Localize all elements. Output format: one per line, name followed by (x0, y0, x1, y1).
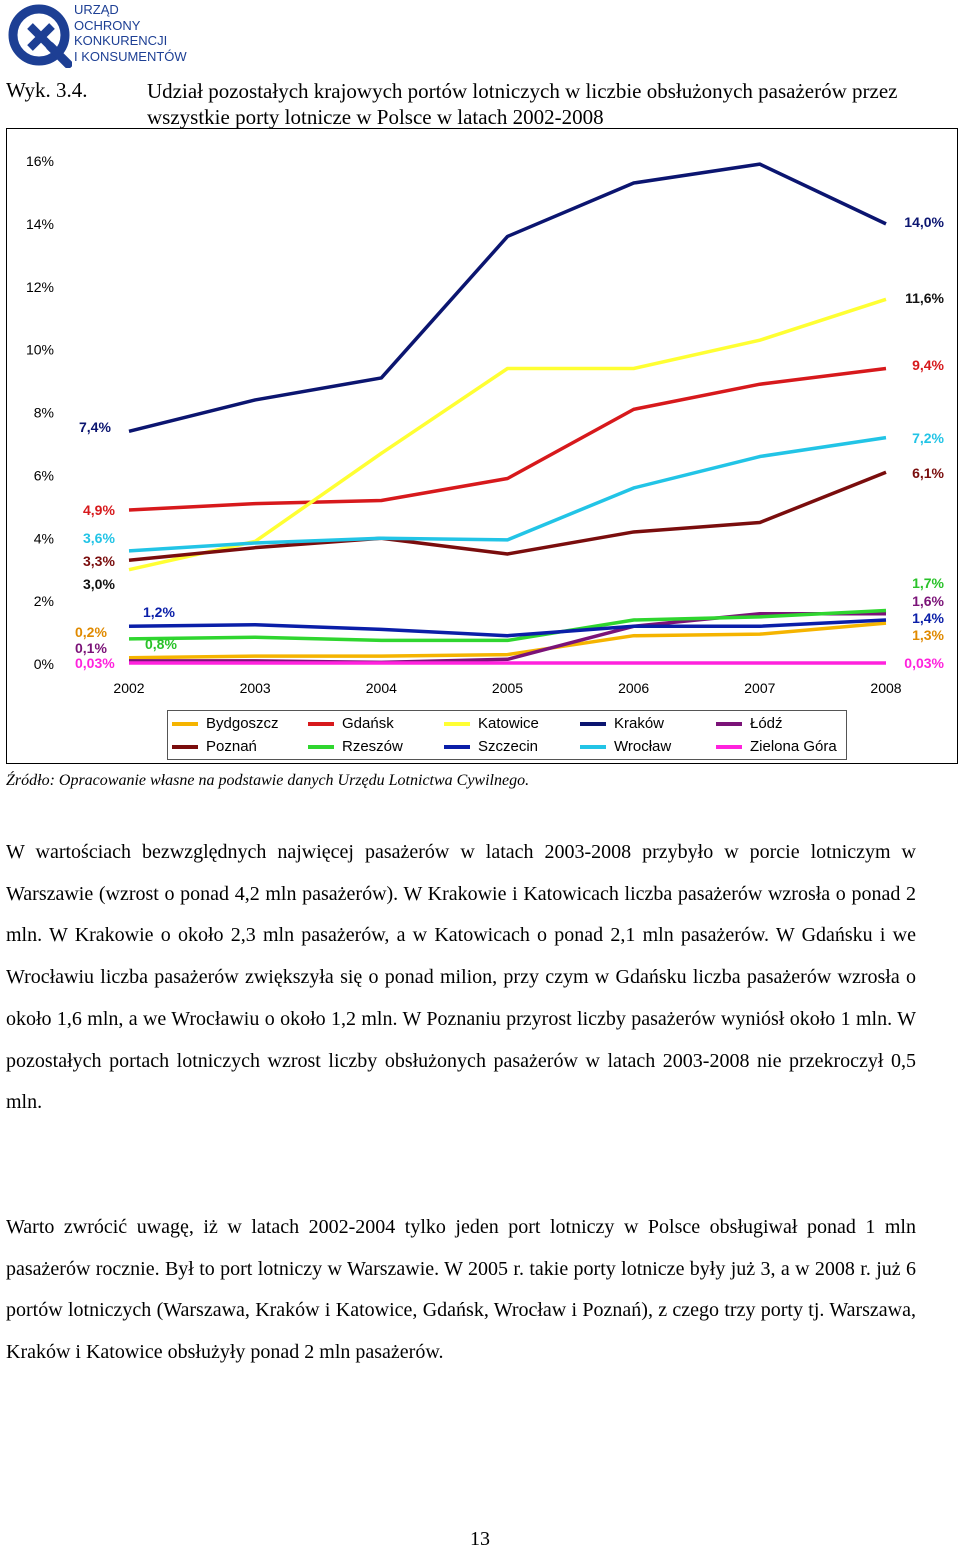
line-chart: 0% 2% 4% 6% 8% 10% 12% 14% 16% 2002 2003 2004 2005 20… (26, 153, 945, 696)
x-tick-label: 2008 (870, 680, 901, 696)
x-tick-label: 2004 (366, 680, 397, 696)
series-line-łódź (129, 611, 886, 665)
legend-item: Łódź (716, 714, 783, 734)
legend-label: Wrocław (614, 738, 672, 755)
data-label: 0,03% (904, 655, 944, 671)
legend-item: Szczecin (444, 737, 538, 757)
legend-swatch (580, 722, 606, 727)
data-label: 7,4% (79, 419, 111, 435)
y-tick-label: 14% (26, 216, 54, 232)
legend-label: Gdańsk (342, 715, 394, 732)
x-tick-label: 2005 (492, 680, 523, 696)
y-tick-label: 8% (34, 405, 54, 421)
legend-swatch (444, 745, 470, 750)
legend-item: Kraków (580, 714, 664, 734)
legend-label: Poznań (206, 738, 257, 755)
legend-swatch (172, 722, 198, 727)
data-label: 11,6% (905, 290, 944, 306)
legend-label: Katowice (478, 715, 539, 732)
data-label: 7,2% (912, 430, 944, 446)
series-line-poznań (128, 470, 887, 562)
y-tick-label: 0% (34, 656, 54, 672)
data-label: 1,2% (143, 604, 175, 620)
chart-legend: Bydgoszcz Gdańsk Katowice Kraków Łódź Poznań R… (167, 710, 847, 760)
data-label: 0,1% (75, 640, 107, 656)
page-number: 13 (470, 1528, 490, 1550)
uokik-logo-icon (8, 4, 72, 68)
figure-title: Udział pozostałych krajowych portów lotn… (147, 79, 898, 129)
data-label: 0,2% (75, 624, 107, 640)
figure-source: Źródło: Opracowanie własne na podstawie … (6, 772, 530, 789)
legend-item: Katowice (444, 714, 539, 734)
figure-label: Wyk. 3.4. (6, 78, 88, 102)
legend-swatch (580, 745, 606, 750)
legend-item: Rzeszów (308, 737, 403, 757)
logo-line: URZĄD (74, 2, 119, 17)
data-label: 3,3% (83, 553, 115, 569)
y-tick-label: 6% (34, 467, 54, 483)
y-tick-label: 2% (34, 593, 54, 609)
legend-label: Zielona Góra (750, 738, 837, 755)
uokik-logo: URZĄD OCHRONY KONKURENCJI I KONSUMENTÓW (6, 2, 206, 68)
y-tick-label: 16% (26, 153, 54, 169)
legend-swatch (308, 745, 334, 750)
legend-swatch (716, 722, 742, 727)
x-tick-label: 2006 (618, 680, 649, 696)
logo-line: OCHRONY (74, 17, 141, 33)
logo-line: KONKURENCJI (74, 33, 168, 48)
series-line-katowice (128, 297, 887, 572)
legend-item: Gdańsk (308, 714, 394, 734)
legend-label: Rzeszów (342, 738, 403, 755)
legend-swatch (172, 745, 198, 750)
legend-item: Bydgoszcz (172, 714, 279, 734)
data-label: 9,4% (912, 357, 944, 373)
data-label: 3,6% (83, 530, 115, 546)
series-line-kraków (128, 162, 887, 434)
series-line-gdańsk (128, 366, 887, 512)
series-line-rzeszów (128, 608, 887, 643)
legend-item: Zielona Góra (716, 737, 837, 757)
x-tick-label: 2003 (240, 680, 271, 696)
series-line-szczecin (128, 618, 887, 638)
legend-label: Szczecin (478, 738, 539, 755)
data-label: 0,8% (145, 636, 177, 652)
legend-label: Łódź (750, 715, 783, 732)
legend-swatch (716, 745, 742, 750)
x-tick-label: 2002 (113, 680, 144, 696)
x-tick-label: 2007 (744, 680, 775, 696)
body-paragraph: W wartościach bezwzględnych najwięcej pa… (6, 841, 916, 1114)
data-label: 1,7% (912, 575, 944, 591)
legend-item: Wrocław (580, 737, 671, 757)
y-tick-label: 4% (34, 530, 54, 546)
logo-text: URZĄD OCHRONY KONKURENCJI I KONSUMENTÓW (74, 2, 187, 64)
data-label: 3,0% (83, 576, 115, 592)
data-label: 4,9% (83, 502, 115, 518)
series-line-bydgoszcz (128, 621, 887, 660)
logo-line: I KONSUMENTÓW (74, 48, 187, 64)
data-label: 0,03% (75, 655, 115, 671)
data-label: 1,3% (912, 627, 944, 643)
legend-label: Kraków (614, 715, 665, 732)
series-line-wrocław (128, 435, 887, 553)
data-label: 1,6% (912, 593, 944, 609)
legend-item: Poznań (172, 737, 257, 757)
legend-label: Bydgoszcz (206, 715, 279, 732)
y-tick-label: 10% (26, 342, 54, 358)
legend-swatch (444, 722, 470, 727)
data-label: 6,1% (912, 465, 944, 481)
chart-frame (6, 128, 958, 764)
body-paragraph: Warto zwrócić uwagę, iż w latach 2002-20… (6, 1216, 916, 1364)
data-label: 1,4% (912, 610, 944, 626)
legend-swatch (308, 722, 334, 727)
data-label: 14,0% (904, 214, 944, 230)
y-tick-label: 12% (26, 279, 54, 295)
